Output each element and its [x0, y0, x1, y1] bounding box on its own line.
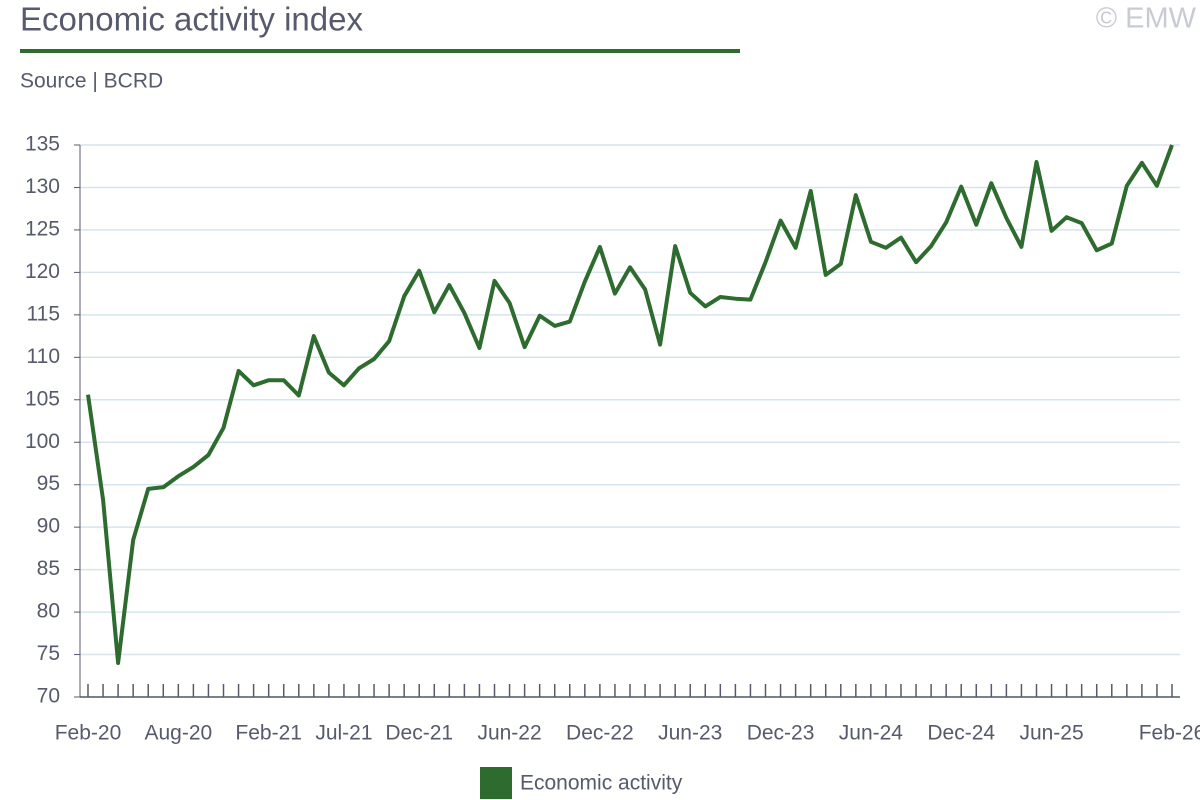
legend-swatch [480, 767, 512, 799]
series-line [86, 144, 1174, 665]
x-tick-label: Dec-21 [385, 722, 453, 745]
y-tick-label: 95 [37, 472, 60, 495]
x-tick-label: Dec-23 [747, 722, 815, 745]
y-tick-label: 75 [37, 642, 60, 665]
title-underline [20, 49, 740, 53]
x-tick-label: Jun-24 [839, 722, 904, 745]
y-tick-label: 70 [37, 685, 60, 708]
x-tick-label: Feb-26 [1139, 722, 1200, 745]
y-tick-label: 110 [27, 345, 60, 368]
y-tick-label: 120 [25, 260, 60, 283]
x-tick-label: Aug-20 [144, 722, 212, 745]
y-tick-label: 90 [37, 515, 60, 538]
y-tick-label: 80 [37, 600, 60, 623]
x-tick-label: Dec-24 [927, 722, 995, 745]
y-tick-label: 100 [25, 430, 60, 453]
x-tick-label: Dec-22 [566, 722, 634, 745]
y-tick-label: 125 [25, 217, 60, 240]
x-tick-label: Jun-22 [477, 722, 541, 745]
y-tick-label: 130 [25, 175, 60, 198]
x-tick-label: Feb-21 [235, 722, 302, 745]
y-tick-label: 85 [37, 557, 60, 580]
y-tick-label: 105 [25, 387, 60, 410]
y-tick-label: 115 [27, 302, 60, 325]
x-tick-label: Jun-25 [1019, 722, 1083, 745]
x-tick-label: Jul-21 [315, 722, 372, 745]
x-tick-label: Feb-20 [55, 722, 122, 745]
copyright: © EMW [1096, 3, 1197, 35]
chart-title: Economic activity index [20, 1, 363, 38]
x-tick-label: Jun-23 [658, 722, 722, 745]
legend-label: Economic activity [520, 772, 683, 795]
y-tick-label: 135 [25, 133, 60, 156]
source: Source | BCRD [20, 70, 163, 93]
